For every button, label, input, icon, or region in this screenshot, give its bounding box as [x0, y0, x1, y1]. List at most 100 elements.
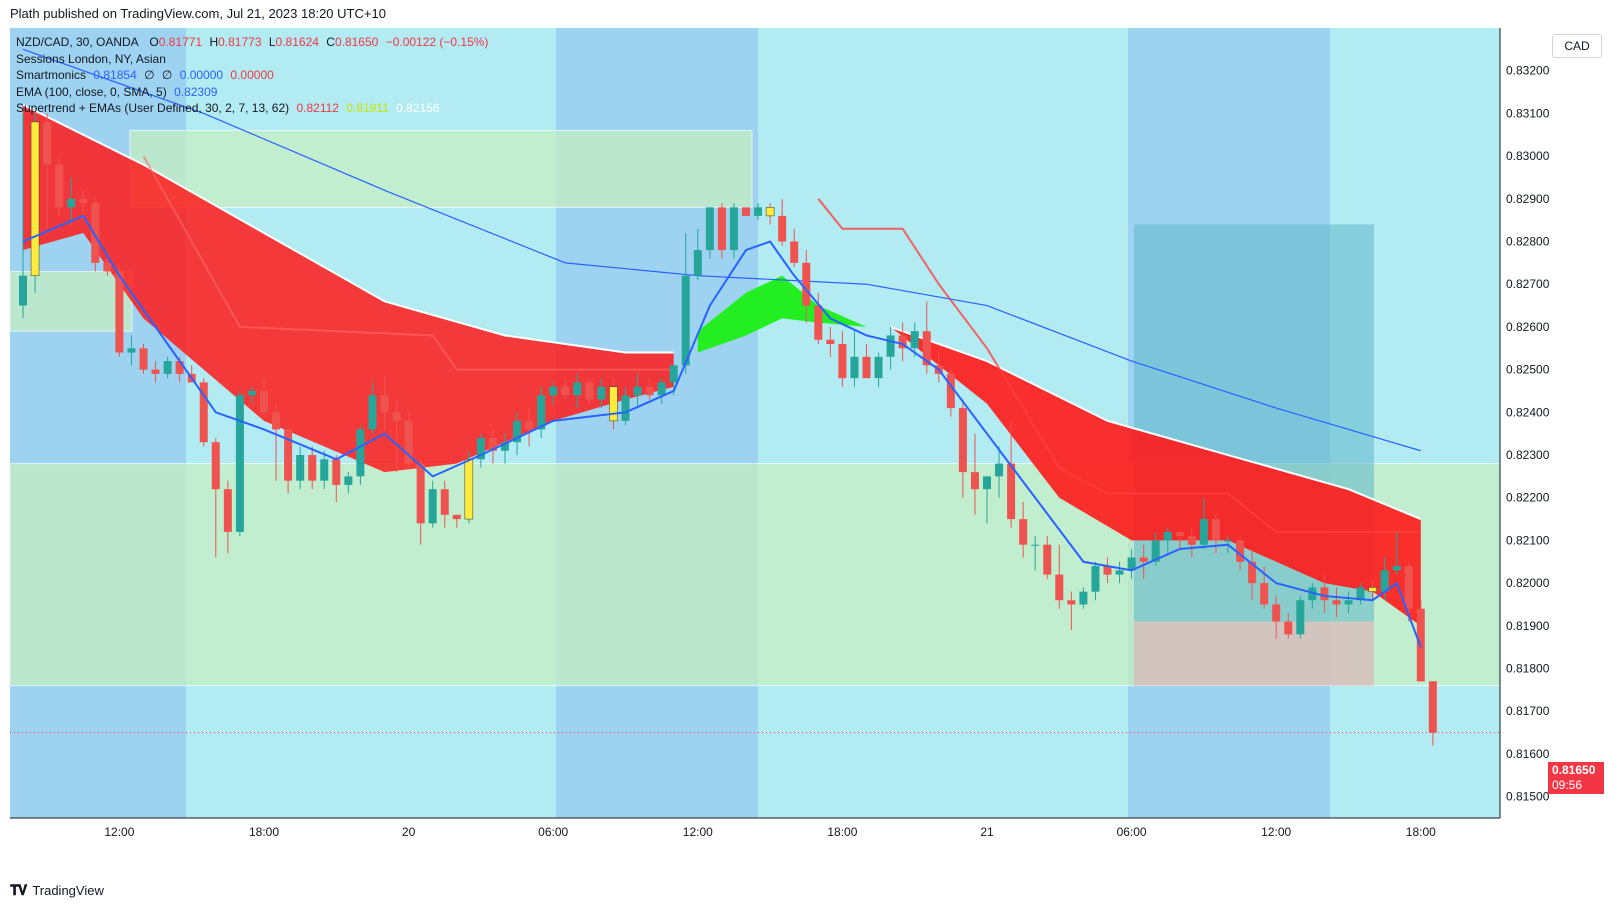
candle-body[interactable] [886, 335, 895, 357]
candle-body[interactable] [754, 207, 763, 216]
candle-body[interactable] [19, 275, 27, 306]
candle-body[interactable] [1248, 561, 1257, 584]
candle-body[interactable] [1211, 519, 1220, 541]
candle-body[interactable] [308, 455, 317, 481]
candle-body[interactable] [1067, 600, 1076, 605]
candle-body[interactable] [260, 390, 268, 413]
candle-body[interactable] [645, 386, 654, 396]
candle-body[interactable] [356, 429, 365, 477]
candle-body[interactable] [175, 361, 184, 374]
candle-body[interactable] [199, 382, 208, 443]
footer-brand[interactable]: 𝐓𝐕 TradingView [10, 882, 104, 899]
position-stop-zone[interactable] [1134, 621, 1374, 686]
candle-body[interactable] [67, 198, 76, 208]
candle-body[interactable] [778, 215, 787, 242]
candle-body[interactable] [1163, 531, 1172, 541]
candle-body[interactable] [501, 442, 509, 451]
candle-body[interactable] [826, 339, 835, 344]
candle-body[interactable] [284, 429, 293, 481]
candle-body[interactable] [970, 472, 979, 490]
candle-body[interactable] [1356, 587, 1365, 601]
candle-body[interactable] [946, 373, 955, 409]
candle-body[interactable] [55, 164, 64, 208]
candle-body[interactable] [910, 331, 919, 349]
candle-body[interactable] [561, 386, 570, 396]
candle-body[interactable] [669, 365, 678, 383]
candle-body[interactable] [235, 395, 244, 532]
candle-body[interactable] [1175, 531, 1184, 537]
candle-body[interactable] [609, 386, 618, 422]
candle-body[interactable] [488, 437, 497, 451]
candle-body[interactable] [838, 344, 847, 379]
candle-body[interactable] [1103, 566, 1112, 575]
candle-body[interactable] [452, 514, 461, 520]
candle-body[interactable] [1392, 566, 1401, 571]
candle-body[interactable] [30, 121, 40, 276]
candle-body[interactable] [91, 203, 100, 263]
candle-body[interactable] [983, 476, 991, 490]
candle-body[interactable] [717, 207, 726, 251]
candle-body[interactable] [850, 356, 859, 379]
candle-body[interactable] [79, 198, 88, 204]
candle-body[interactable] [1236, 540, 1245, 562]
legend-smartmonics-row[interactable]: Smartmonics 0.81854 ∅ ∅ 0.00000 0.00000 [16, 67, 488, 84]
candle-body[interactable] [1332, 600, 1341, 605]
legend-sessions-row[interactable]: Sessions London, NY, Asian [16, 51, 488, 68]
candle-body[interactable] [1380, 570, 1389, 592]
candle-body[interactable] [440, 489, 449, 515]
candle-body[interactable] [416, 463, 425, 524]
candle-body[interactable] [404, 420, 413, 464]
small-zone[interactable] [9, 270, 133, 332]
candle-body[interactable] [765, 207, 775, 217]
candle-body[interactable] [1284, 621, 1293, 635]
candle-body[interactable] [1151, 540, 1160, 562]
candle-body[interactable] [1260, 583, 1269, 605]
candle-body[interactable] [1007, 463, 1016, 520]
chart-area[interactable]: 0.81500 0.81600 0.81700 0.81800 0.81900 0.820… [9, 28, 1607, 876]
candle-body[interactable] [874, 356, 883, 379]
candle-body[interactable] [898, 335, 907, 349]
candle-body[interactable] [344, 476, 353, 485]
candle-body[interactable] [742, 207, 750, 216]
candle-body[interactable] [705, 207, 714, 251]
candle-body[interactable] [1404, 566, 1413, 609]
candle-body[interactable] [537, 395, 546, 430]
candle-body[interactable] [1428, 681, 1437, 733]
candle-body[interactable] [476, 437, 485, 460]
candle-body[interactable] [1079, 591, 1088, 605]
candle-body[interactable] [681, 275, 690, 366]
candle-body[interactable] [1308, 587, 1317, 601]
candle-body[interactable] [1344, 600, 1353, 605]
candle-body[interactable] [790, 241, 799, 263]
candle-body[interactable] [151, 369, 160, 374]
candle-body[interactable] [296, 455, 305, 481]
candle-body[interactable] [633, 386, 642, 396]
legend-supertrend-row[interactable]: Supertrend + EMAs (User Defined, 30, 2, … [16, 100, 488, 117]
candle-body[interactable] [729, 207, 738, 251]
candle-body[interactable] [223, 489, 232, 532]
candle-body[interactable] [814, 305, 823, 340]
candle-body[interactable] [657, 382, 666, 396]
candle-body[interactable] [272, 412, 281, 430]
candle-body[interactable] [693, 250, 702, 276]
candle-body[interactable] [621, 395, 630, 421]
candle-body[interactable] [573, 382, 582, 396]
candle-body[interactable] [127, 348, 136, 353]
candle-body[interactable] [115, 271, 124, 353]
candle-body[interactable] [380, 395, 389, 413]
candle-body[interactable] [1043, 544, 1052, 575]
candle-body[interactable] [862, 356, 871, 379]
candle-body[interactable] [320, 459, 329, 481]
candle-body[interactable] [549, 386, 558, 396]
candle-body[interactable] [513, 420, 522, 443]
candle-body[interactable] [1272, 604, 1281, 622]
candle-body[interactable] [368, 395, 377, 430]
candle-body[interactable] [392, 412, 401, 421]
candle-body[interactable] [1031, 544, 1040, 546]
candle-body[interactable] [995, 463, 1004, 477]
candle-body[interactable] [211, 442, 220, 490]
candle-body[interactable] [1019, 519, 1028, 545]
candle-body[interactable] [597, 386, 606, 400]
legend-ema-row[interactable]: EMA (100, close, 0, SMA, 5) 0.82309 [16, 84, 488, 101]
currency-button[interactable]: CAD [1552, 34, 1602, 58]
